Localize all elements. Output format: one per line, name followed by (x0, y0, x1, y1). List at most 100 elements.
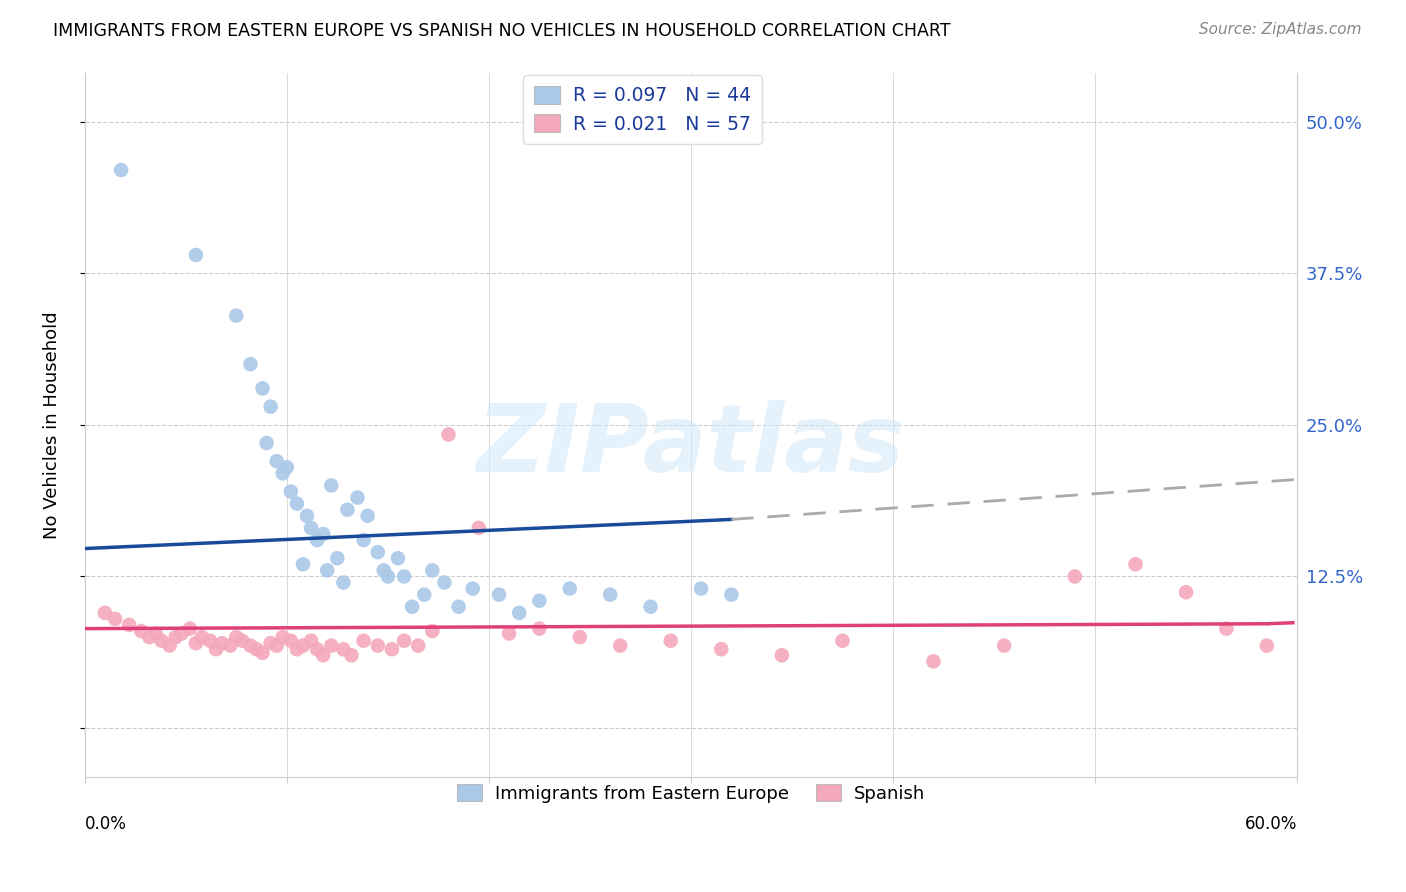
Point (231, 633, 253, 648)
Point (225, 309, 247, 323)
Point (321, 478, 343, 492)
Point (420, 563, 443, 577)
Point (312, 648, 335, 663)
Point (239, 357, 262, 371)
Point (406, 639, 429, 653)
Point (609, 639, 631, 653)
Point (266, 454, 288, 468)
Point (508, 606, 530, 620)
Point (259, 400, 281, 414)
Point (413, 588, 436, 602)
Point (280, 633, 302, 648)
Point (170, 626, 193, 640)
Point (392, 569, 415, 583)
Point (326, 551, 349, 566)
Point (316, 563, 339, 577)
Point (252, 646, 274, 660)
Point (640, 599, 662, 614)
Point (367, 545, 389, 559)
Point (420, 624, 443, 638)
Point (1256, 639, 1278, 653)
Point (659, 633, 682, 648)
Point (373, 563, 395, 577)
Point (131, 624, 153, 638)
Point (1175, 585, 1198, 599)
Point (118, 618, 141, 632)
Point (690, 582, 713, 596)
Point (993, 639, 1015, 653)
Point (165, 630, 187, 644)
Point (392, 633, 415, 648)
Point (299, 521, 322, 535)
Point (225, 630, 247, 644)
Point (198, 633, 221, 648)
Point (568, 630, 591, 644)
Point (219, 639, 242, 653)
Point (266, 639, 288, 653)
Point (433, 575, 456, 590)
Point (259, 636, 281, 650)
Point (558, 582, 581, 596)
Point (239, 639, 262, 653)
Point (307, 533, 329, 547)
Point (529, 593, 551, 607)
Point (332, 642, 354, 657)
Point (336, 502, 359, 516)
Point (295, 508, 318, 523)
Point (1064, 569, 1087, 583)
Point (245, 642, 267, 657)
Point (447, 599, 470, 614)
Point (321, 639, 343, 653)
Point (401, 599, 423, 614)
Point (291, 558, 314, 572)
Point (184, 248, 207, 262)
Point (145, 626, 167, 640)
Point (353, 633, 375, 648)
Point (179, 622, 201, 636)
Point (353, 533, 375, 547)
Point (299, 633, 322, 648)
Point (285, 642, 308, 657)
Point (138, 630, 160, 644)
Point (104, 612, 127, 626)
Text: 60.0%: 60.0% (1244, 815, 1298, 833)
Point (599, 588, 621, 602)
Point (191, 630, 214, 644)
Point (307, 642, 329, 657)
Point (340, 648, 363, 663)
Point (461, 582, 484, 596)
Point (437, 427, 460, 442)
Point (488, 588, 510, 602)
Point (150, 633, 173, 648)
Point (110, 163, 132, 178)
Point (94, 606, 117, 620)
Point (280, 484, 302, 499)
Text: IMMIGRANTS FROM EASTERN EUROPE VS SPANISH NO VEHICLES IN HOUSEHOLD CORRELATION C: IMMIGRANTS FROM EASTERN EUROPE VS SPANIS… (53, 22, 950, 40)
Point (159, 639, 181, 653)
Point (922, 654, 945, 668)
Point (271, 467, 294, 481)
Y-axis label: No Vehicles in Household: No Vehicles in Household (44, 311, 60, 539)
Point (291, 639, 314, 653)
Point (377, 569, 399, 583)
Point (1125, 558, 1147, 572)
Point (312, 527, 335, 541)
Point (387, 551, 409, 566)
Point (498, 626, 520, 640)
Point (285, 497, 308, 511)
Point (346, 491, 368, 505)
Text: Source: ZipAtlas.com: Source: ZipAtlas.com (1198, 22, 1361, 37)
Point (831, 633, 853, 648)
Point (256, 436, 278, 450)
Point (205, 642, 228, 657)
Point (381, 642, 404, 657)
Point (252, 381, 274, 395)
Point (770, 648, 793, 663)
Text: ZIPatlas: ZIPatlas (477, 400, 905, 491)
Point (468, 521, 491, 535)
Point (271, 630, 294, 644)
Point (720, 588, 742, 602)
Point (1215, 622, 1237, 636)
Point (332, 575, 354, 590)
Point (276, 460, 298, 475)
